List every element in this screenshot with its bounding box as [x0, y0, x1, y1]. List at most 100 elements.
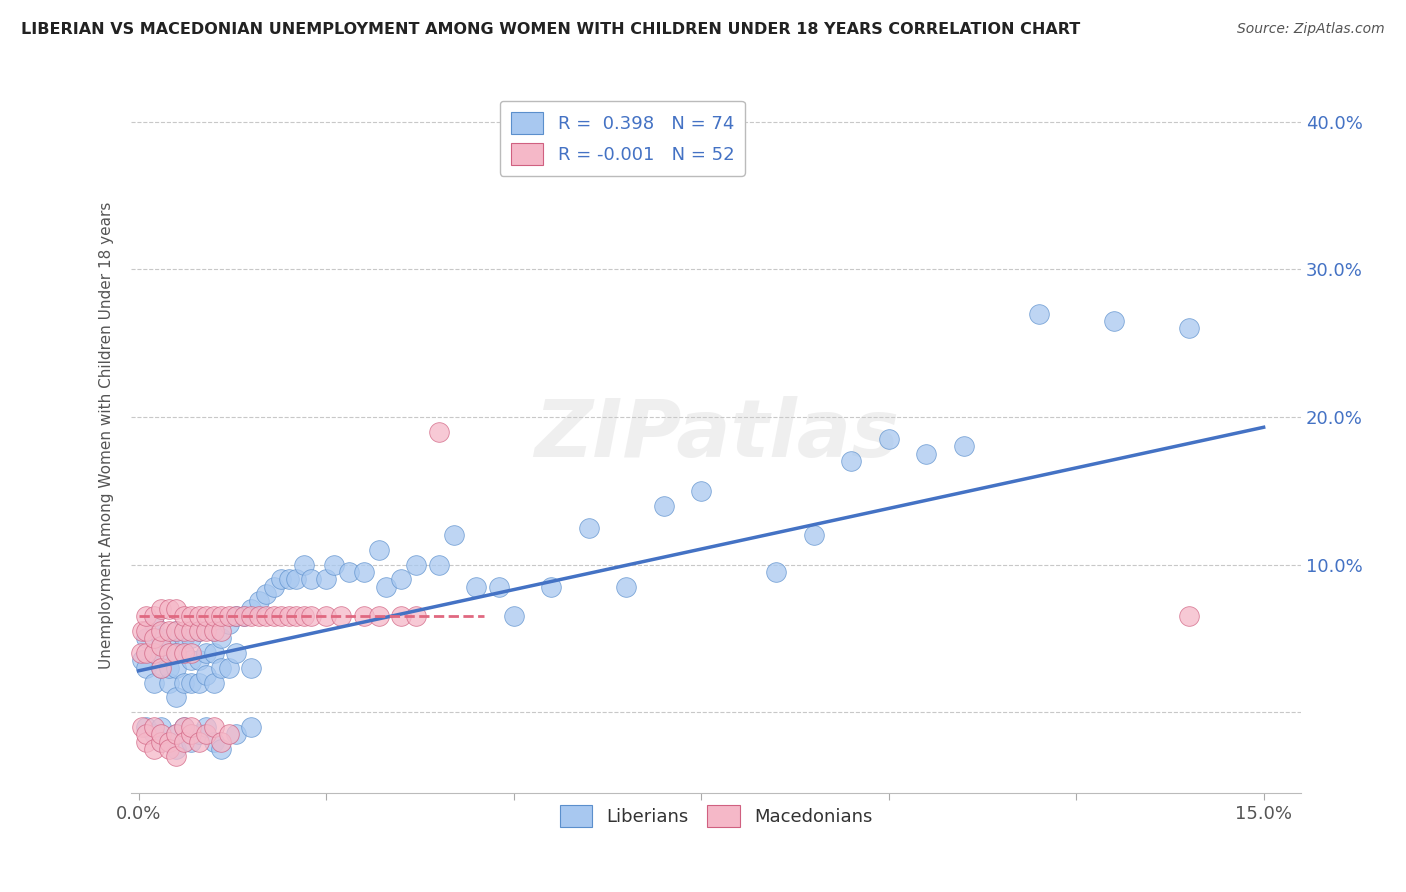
Point — [240, 602, 263, 616]
Point — [353, 609, 375, 624]
Point — [375, 580, 398, 594]
Legend: Liberians, Macedonians: Liberians, Macedonians — [553, 798, 880, 834]
Point — [225, 646, 247, 660]
Point — [1177, 609, 1199, 624]
Point — [173, 720, 195, 734]
Point — [405, 609, 427, 624]
Point — [218, 609, 240, 624]
Point — [135, 632, 157, 646]
Point — [488, 580, 510, 594]
Point — [263, 609, 285, 624]
Point — [135, 624, 157, 638]
Point — [225, 609, 247, 624]
Point — [209, 624, 232, 638]
Point — [173, 632, 195, 646]
Point — [195, 609, 218, 624]
Point — [165, 646, 187, 660]
Point — [465, 580, 488, 594]
Point — [150, 734, 173, 748]
Point — [187, 624, 209, 638]
Point — [135, 646, 157, 660]
Point — [614, 580, 637, 594]
Point — [165, 646, 187, 660]
Point — [150, 624, 173, 638]
Point — [195, 646, 218, 660]
Point — [180, 675, 202, 690]
Point — [270, 572, 292, 586]
Point — [150, 661, 173, 675]
Point — [165, 624, 187, 638]
Point — [330, 609, 353, 624]
Point — [142, 742, 165, 756]
Point — [232, 609, 254, 624]
Point — [277, 609, 299, 624]
Point — [180, 646, 202, 660]
Point — [367, 609, 389, 624]
Y-axis label: Unemployment Among Women with Children Under 18 years: Unemployment Among Women with Children U… — [100, 202, 114, 669]
Point — [180, 624, 202, 638]
Point — [142, 632, 165, 646]
Point — [389, 609, 412, 624]
Point — [180, 609, 202, 624]
Point — [285, 609, 308, 624]
Point — [337, 565, 360, 579]
Text: Source: ZipAtlas.com: Source: ZipAtlas.com — [1237, 22, 1385, 37]
Point — [150, 632, 173, 646]
Point — [157, 742, 180, 756]
Point — [157, 602, 180, 616]
Point — [157, 661, 180, 675]
Point — [195, 668, 218, 682]
Point — [150, 661, 173, 675]
Point — [225, 727, 247, 741]
Point — [180, 734, 202, 748]
Point — [690, 483, 713, 498]
Point — [180, 727, 202, 741]
Point — [202, 609, 225, 624]
Point — [150, 602, 173, 616]
Point — [240, 720, 263, 734]
Point — [218, 727, 240, 741]
Point — [209, 661, 232, 675]
Point — [209, 742, 232, 756]
Point — [187, 734, 209, 748]
Point — [254, 609, 277, 624]
Point — [877, 432, 900, 446]
Point — [270, 609, 292, 624]
Point — [157, 734, 180, 748]
Point — [202, 675, 225, 690]
Point — [1102, 314, 1125, 328]
Point — [135, 734, 157, 748]
Point — [202, 624, 225, 638]
Point — [502, 609, 524, 624]
Point — [165, 749, 187, 764]
Point — [254, 587, 277, 601]
Point — [202, 734, 225, 748]
Point — [173, 609, 195, 624]
Point — [150, 639, 173, 653]
Point — [1028, 307, 1050, 321]
Point — [322, 558, 344, 572]
Point — [157, 734, 180, 748]
Point — [443, 528, 465, 542]
Point — [157, 632, 180, 646]
Point — [427, 425, 450, 439]
Point — [218, 661, 240, 675]
Point — [195, 720, 218, 734]
Point — [187, 624, 209, 638]
Point — [292, 558, 315, 572]
Point — [131, 624, 153, 638]
Point — [180, 720, 202, 734]
Point — [173, 720, 195, 734]
Point — [180, 632, 202, 646]
Point — [135, 720, 157, 734]
Point — [150, 734, 173, 748]
Point — [187, 675, 209, 690]
Point — [187, 609, 209, 624]
Point — [225, 609, 247, 624]
Point — [142, 675, 165, 690]
Point — [353, 565, 375, 579]
Point — [173, 624, 195, 638]
Point — [165, 602, 187, 616]
Point — [389, 572, 412, 586]
Point — [240, 661, 263, 675]
